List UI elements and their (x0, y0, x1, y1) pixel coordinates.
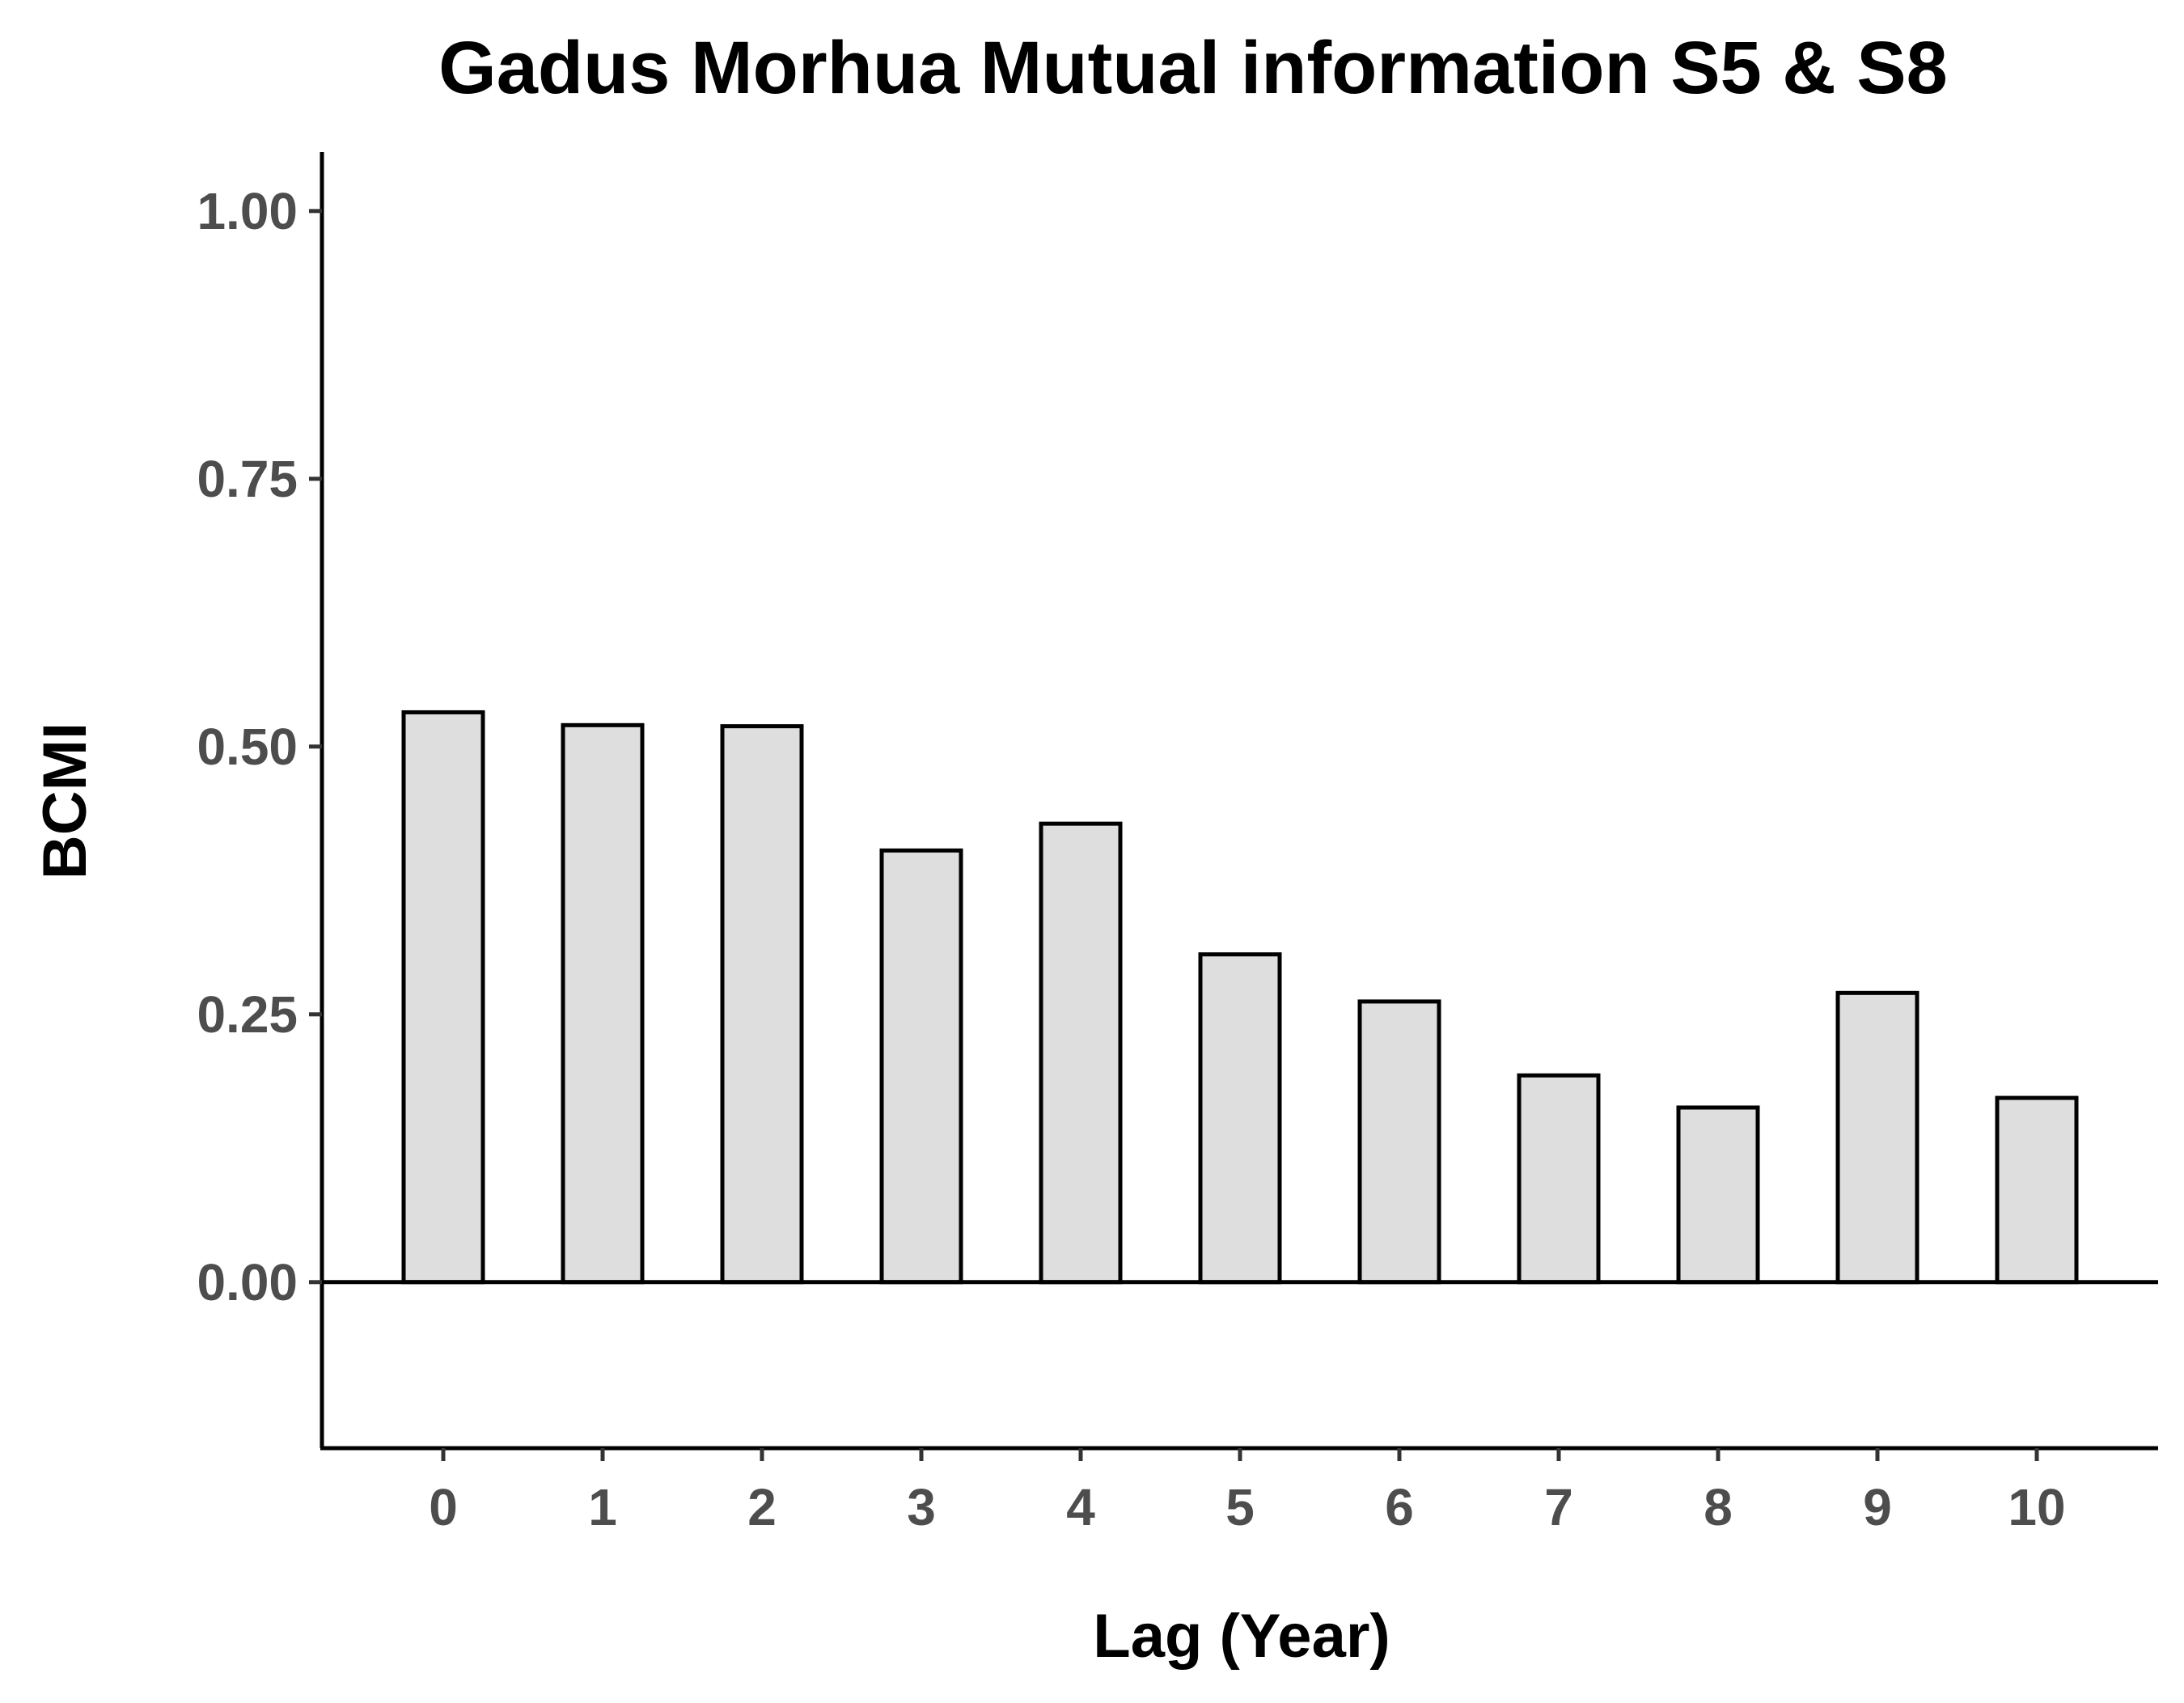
bar-lag-9 (1835, 990, 1919, 1285)
bar-lag-10 (1995, 1095, 2079, 1285)
x-tick-label: 1 (588, 1478, 617, 1536)
bar-lag-4 (1039, 821, 1123, 1285)
bar-lag-5 (1198, 952, 1282, 1285)
y-tick-label: 0.75 (197, 450, 298, 508)
y-tick-label: 0.00 (197, 1253, 298, 1311)
bar-lag-7 (1517, 1073, 1601, 1285)
bar-lag-2 (720, 724, 804, 1285)
x-tick-label: 3 (907, 1478, 936, 1536)
bar-lag-3 (879, 848, 963, 1285)
x-tick-label: 7 (1544, 1478, 1573, 1536)
x-tick-label: 8 (1704, 1478, 1733, 1536)
x-tick-label: 10 (2008, 1478, 2065, 1536)
y-axis-title: BCMI (31, 722, 99, 879)
bar-lag-1 (561, 722, 645, 1285)
chart-title: Gadus Morhua Mutual information S5 & S8 (438, 27, 1948, 109)
bar-lag-0 (401, 710, 485, 1285)
y-tick-label: 1.00 (197, 182, 298, 240)
x-tick-label: 6 (1385, 1478, 1414, 1536)
bar-lag-6 (1357, 999, 1441, 1285)
y-tick-label: 0.25 (197, 985, 298, 1044)
plot-area: 0.00 0.25 0.50 0.75 1.00 0 1 2 3 4 5 6 7 8 9 10 (197, 152, 2158, 1536)
bar-lag-8 (1676, 1105, 1760, 1285)
x-axis-title: Lag (Year) (1093, 1602, 1390, 1671)
x-tick-label: 4 (1066, 1478, 1095, 1536)
y-tick-label: 0.50 (197, 718, 298, 776)
x-tick-label: 9 (1863, 1478, 1892, 1536)
x-tick-label: 5 (1225, 1478, 1255, 1536)
x-tick-label: 0 (429, 1478, 458, 1536)
x-tick-label: 2 (747, 1478, 777, 1536)
